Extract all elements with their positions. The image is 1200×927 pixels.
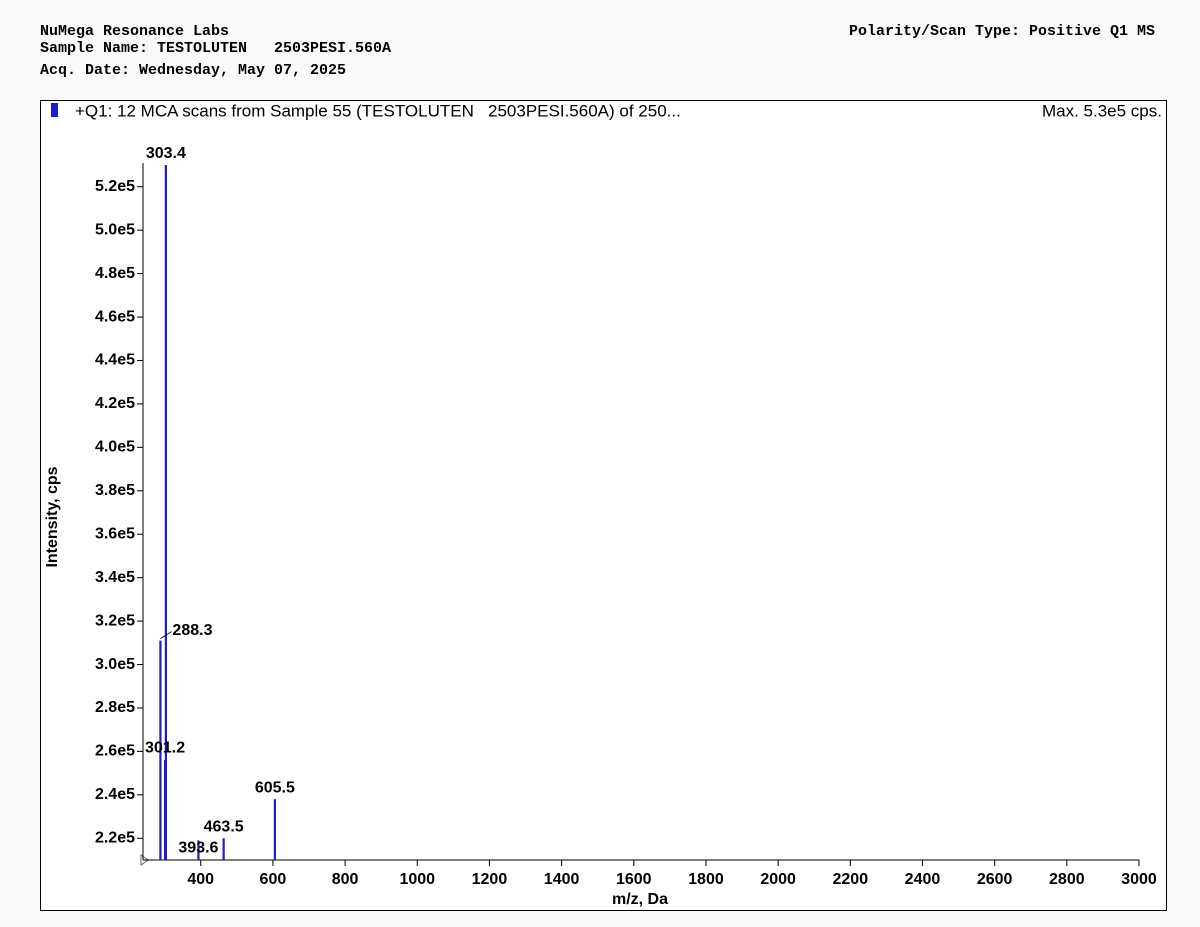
peak-label: 301.2	[145, 739, 185, 756]
x-tick-label: 2400	[905, 871, 941, 888]
peak-label: 393.6	[178, 840, 218, 857]
x-tick-label: 600	[260, 871, 287, 888]
lab-name: NuMega Resonance Labs	[40, 23, 229, 40]
y-tick-label: 5.2e5	[95, 178, 135, 195]
x-tick-label: 2600	[977, 871, 1013, 888]
y-tick-label: 4.6e5	[95, 308, 135, 325]
y-tick-label: 4.2e5	[95, 395, 135, 412]
sample-name: Sample Name: TESTOLUTEN 2503PESI.560A	[40, 40, 391, 57]
legend-text: +Q1: 12 MCA scans from Sample 55 (TESTOL…	[75, 101, 681, 120]
y-tick-label: 2.6e5	[95, 743, 135, 760]
x-tick-label: 400	[187, 871, 214, 888]
peak-label: 605.5	[255, 779, 295, 796]
label-leader	[160, 631, 172, 639]
acq-date: Acq. Date: Wednesday, May 07, 2025	[40, 62, 346, 79]
x-tick-label: 1400	[544, 871, 580, 888]
y-axis-label: Intensity, cps	[44, 466, 61, 567]
y-tick-label: 2.2e5	[95, 830, 135, 847]
y-tick-label: 3.2e5	[95, 612, 135, 629]
origin-marker	[140, 854, 149, 866]
y-tick-label: 3.6e5	[95, 525, 135, 542]
x-tick-label: 3000	[1121, 871, 1157, 888]
legend-swatch	[51, 103, 58, 117]
peak-label: 463.5	[204, 819, 244, 836]
max-label: Max. 5.3e5 cps.	[1042, 101, 1162, 120]
x-tick-label: 800	[332, 871, 359, 888]
y-tick-label: 2.4e5	[95, 786, 135, 803]
y-tick-label: 4.8e5	[95, 265, 135, 282]
peak-label: 303.4	[146, 145, 186, 162]
scan-type: Polarity/Scan Type: Positive Q1 MS	[849, 23, 1155, 40]
chart-frame	[40, 100, 1167, 911]
peak-label: 288.3	[172, 622, 212, 639]
y-tick-label: 3.0e5	[95, 656, 135, 673]
x-axis-label: m/z, Da	[612, 891, 668, 908]
x-tick-label: 1200	[472, 871, 508, 888]
x-tick-label: 2200	[833, 871, 869, 888]
y-tick-label: 4.4e5	[95, 352, 135, 369]
x-tick-label: 2000	[760, 871, 796, 888]
x-tick-label: 2800	[1049, 871, 1085, 888]
y-tick-label: 5.0e5	[95, 221, 135, 238]
y-tick-label: 3.4e5	[95, 569, 135, 586]
y-tick-label: 3.8e5	[95, 482, 135, 499]
y-tick-label: 4.0e5	[95, 439, 135, 456]
x-tick-label: 1600	[616, 871, 652, 888]
y-tick-label: 2.8e5	[95, 699, 135, 716]
x-tick-label: 1800	[688, 871, 724, 888]
x-tick-label: 1000	[399, 871, 435, 888]
